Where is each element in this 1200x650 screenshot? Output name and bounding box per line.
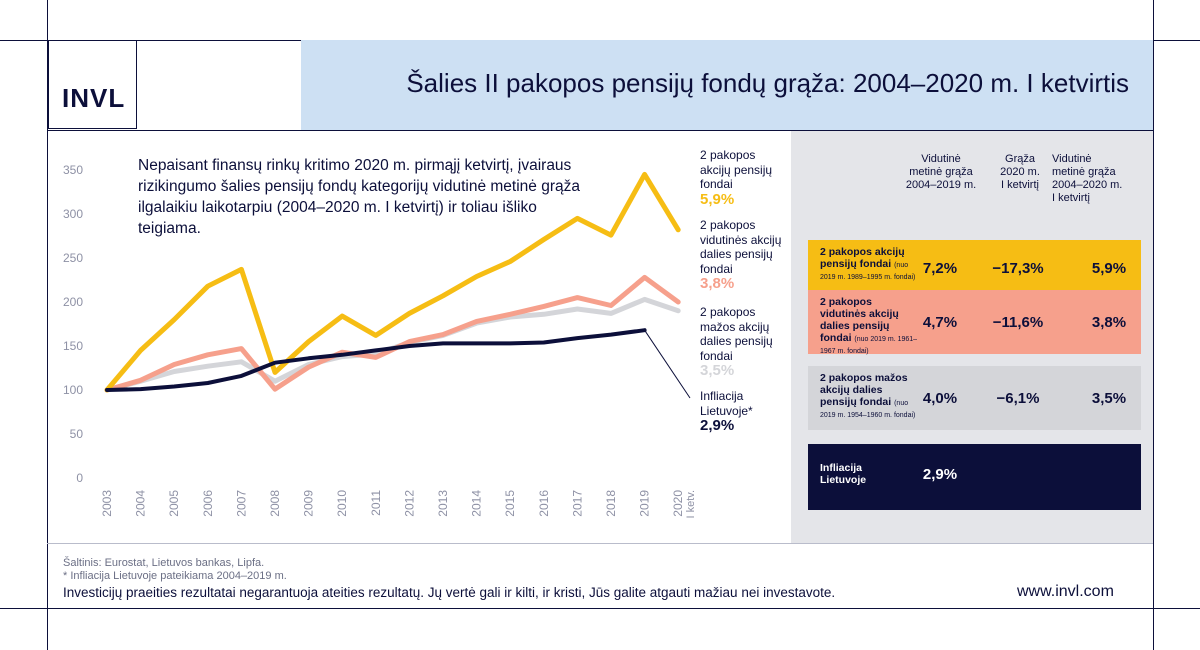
x-tick-label: 2020	[671, 490, 685, 517]
y-tick-label: 350	[63, 163, 83, 177]
x-tick-label: 2017	[570, 490, 584, 517]
x-tick-label: 2019	[638, 490, 652, 517]
x-tick-label: 2006	[201, 490, 215, 517]
title-banner: Šalies II pakopos pensijų fondų grąža: 2…	[301, 40, 1153, 130]
row-value-1: 2,9%	[922, 466, 958, 483]
row-label: 2 pakopos akcijų pensijų fondai (nuo 201…	[820, 246, 916, 281]
series-line-0	[104, 171, 681, 393]
label-equity-pct: 5,9%	[700, 190, 735, 208]
page-title: Šalies II pakopos pensijų fondų grąža: 2…	[406, 68, 1129, 98]
disclaimer: Investicijų praeities rezultatai negaran…	[63, 585, 836, 600]
x-tick-label: 2018	[604, 490, 618, 517]
x-tick-label: 2009	[302, 490, 316, 517]
y-tick-label: 0	[76, 471, 83, 485]
row-value-3: 3,5%	[1091, 390, 1127, 407]
inflation-leader-line	[644, 329, 691, 399]
label-inflation: Infliacija Lietuvoje* 2,9%	[700, 389, 753, 434]
x-tick-label: 2013	[436, 490, 450, 517]
x-tick-label: 2003	[100, 490, 114, 517]
row-value-2: −11,6%	[992, 314, 1044, 331]
col-header-1: Vidutinė metinė grąža 2004–2019 m.	[905, 153, 977, 191]
x-tick-label: 2010	[335, 490, 349, 517]
col-header-3: Vidutinė metinė grąža 2004–2020 m. I ketvir…	[1052, 153, 1123, 204]
website-link[interactable]: www.invl.com	[1017, 583, 1114, 600]
row-value-3: 3,8%	[1091, 314, 1127, 331]
row-value-1: 7,2%	[922, 260, 958, 277]
y-tick-label: 150	[63, 339, 83, 353]
x-tick-label: 2008	[268, 490, 282, 517]
frame-line-bottom	[0, 608, 1200, 609]
row-value-3: 5,9%	[1091, 260, 1127, 277]
row-value-1: 4,0%	[922, 390, 958, 407]
frame-line-left	[47, 0, 48, 650]
series-line-3	[105, 328, 647, 392]
x-tick-label: I ketv.	[685, 490, 697, 519]
label-medium: 2 pakopos vidutinės akcijų dalies pensijų f…	[700, 218, 782, 292]
table-row-inflation: Infliacija Lietuvoje 2,9%	[808, 444, 1141, 510]
row-label: 2 pakopos vidutinės akcijų dalies pensij…	[820, 296, 918, 355]
invl-logo-text: INVL	[62, 83, 126, 113]
row-value-2: −6,1%	[996, 390, 1040, 407]
x-tick-label: 2015	[503, 490, 517, 517]
y-tick-label: 50	[70, 427, 84, 441]
x-tick-label: 2012	[402, 490, 416, 517]
chart-note: Nepaisant finansų rinkų kritimo 2020 m. …	[138, 157, 580, 237]
y-tick-label: 250	[63, 251, 83, 265]
x-tick-label: 2011	[369, 490, 383, 516]
x-tick-label: 2016	[537, 490, 551, 517]
frame-line-right	[1153, 0, 1154, 650]
y-tick-label: 300	[63, 207, 83, 221]
source-line-1: Šaltinis: Eurostat, Lietuvos bankas, Lip…	[63, 557, 265, 569]
row-value-2: −17,3%	[992, 260, 1044, 277]
source-line-2: * Infliacija Lietuvoje pateikiama 2004–2…	[63, 570, 287, 582]
invl-logo	[48, 40, 137, 129]
label-low: 2 pakopos mažos akcijų dalies pensijų fonda…	[700, 305, 773, 379]
x-tick-label: 2014	[470, 490, 484, 517]
y-tick-label: 100	[63, 383, 83, 397]
chart-footer-divider	[47, 543, 1153, 544]
row-value-1: 4,7%	[922, 314, 958, 331]
label-equity: 2 pakopos akcijų pensijų fondai 5,9%	[700, 148, 773, 208]
table-row-low: 2 pakopos mažos akcijų dalies pensijų fo…	[808, 366, 1141, 430]
line-chart: 0 50 100 150 200 250 300 350 2003 2004 2005 2006 200…	[63, 163, 697, 519]
x-tick-label: 2005	[167, 490, 181, 517]
label-inflation-pct: 2,9%	[700, 417, 735, 434]
y-tick-label: 200	[63, 295, 83, 309]
series-line-2	[104, 296, 681, 393]
label-medium-pct: 3,8%	[700, 275, 735, 292]
label-low-pct: 3,5%	[700, 362, 735, 379]
row-label: 2 pakopos mažos akcijų dalies pensijų fo…	[820, 372, 916, 419]
row-label: Infliacija Lietuvoje	[820, 462, 867, 486]
col-header-2: Grąža 2020 m. I ketvirtį	[1000, 153, 1040, 191]
table-row-medium: 2 pakopos vidutinės akcijų dalies pensij…	[808, 290, 1141, 355]
x-tick-label: 2007	[234, 490, 248, 517]
series-line-1	[104, 274, 681, 393]
x-tick-label: 2004	[134, 490, 148, 517]
header-divider	[47, 130, 1153, 131]
